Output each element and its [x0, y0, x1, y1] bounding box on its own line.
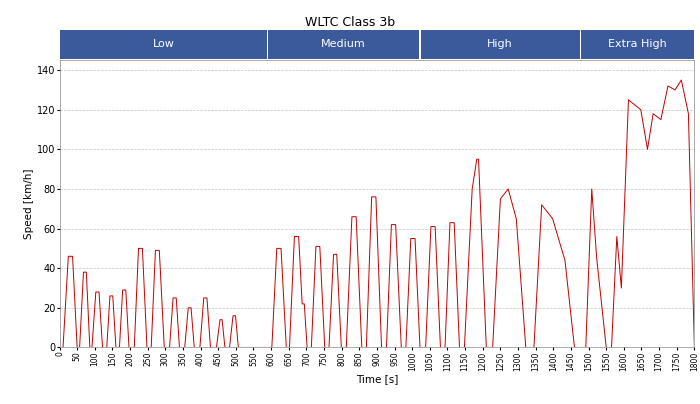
Text: Low: Low — [153, 39, 174, 49]
X-axis label: Time [s]: Time [s] — [356, 374, 398, 384]
Text: Medium: Medium — [321, 39, 366, 49]
Y-axis label: Speed [km/h]: Speed [km/h] — [24, 168, 34, 239]
Bar — [581, 30, 694, 59]
Bar — [60, 30, 267, 59]
Bar — [268, 30, 419, 59]
Bar — [421, 30, 580, 59]
Text: Extra High: Extra High — [608, 39, 667, 49]
Text: WLTC Class 3b: WLTC Class 3b — [305, 16, 395, 29]
Text: High: High — [487, 39, 513, 49]
